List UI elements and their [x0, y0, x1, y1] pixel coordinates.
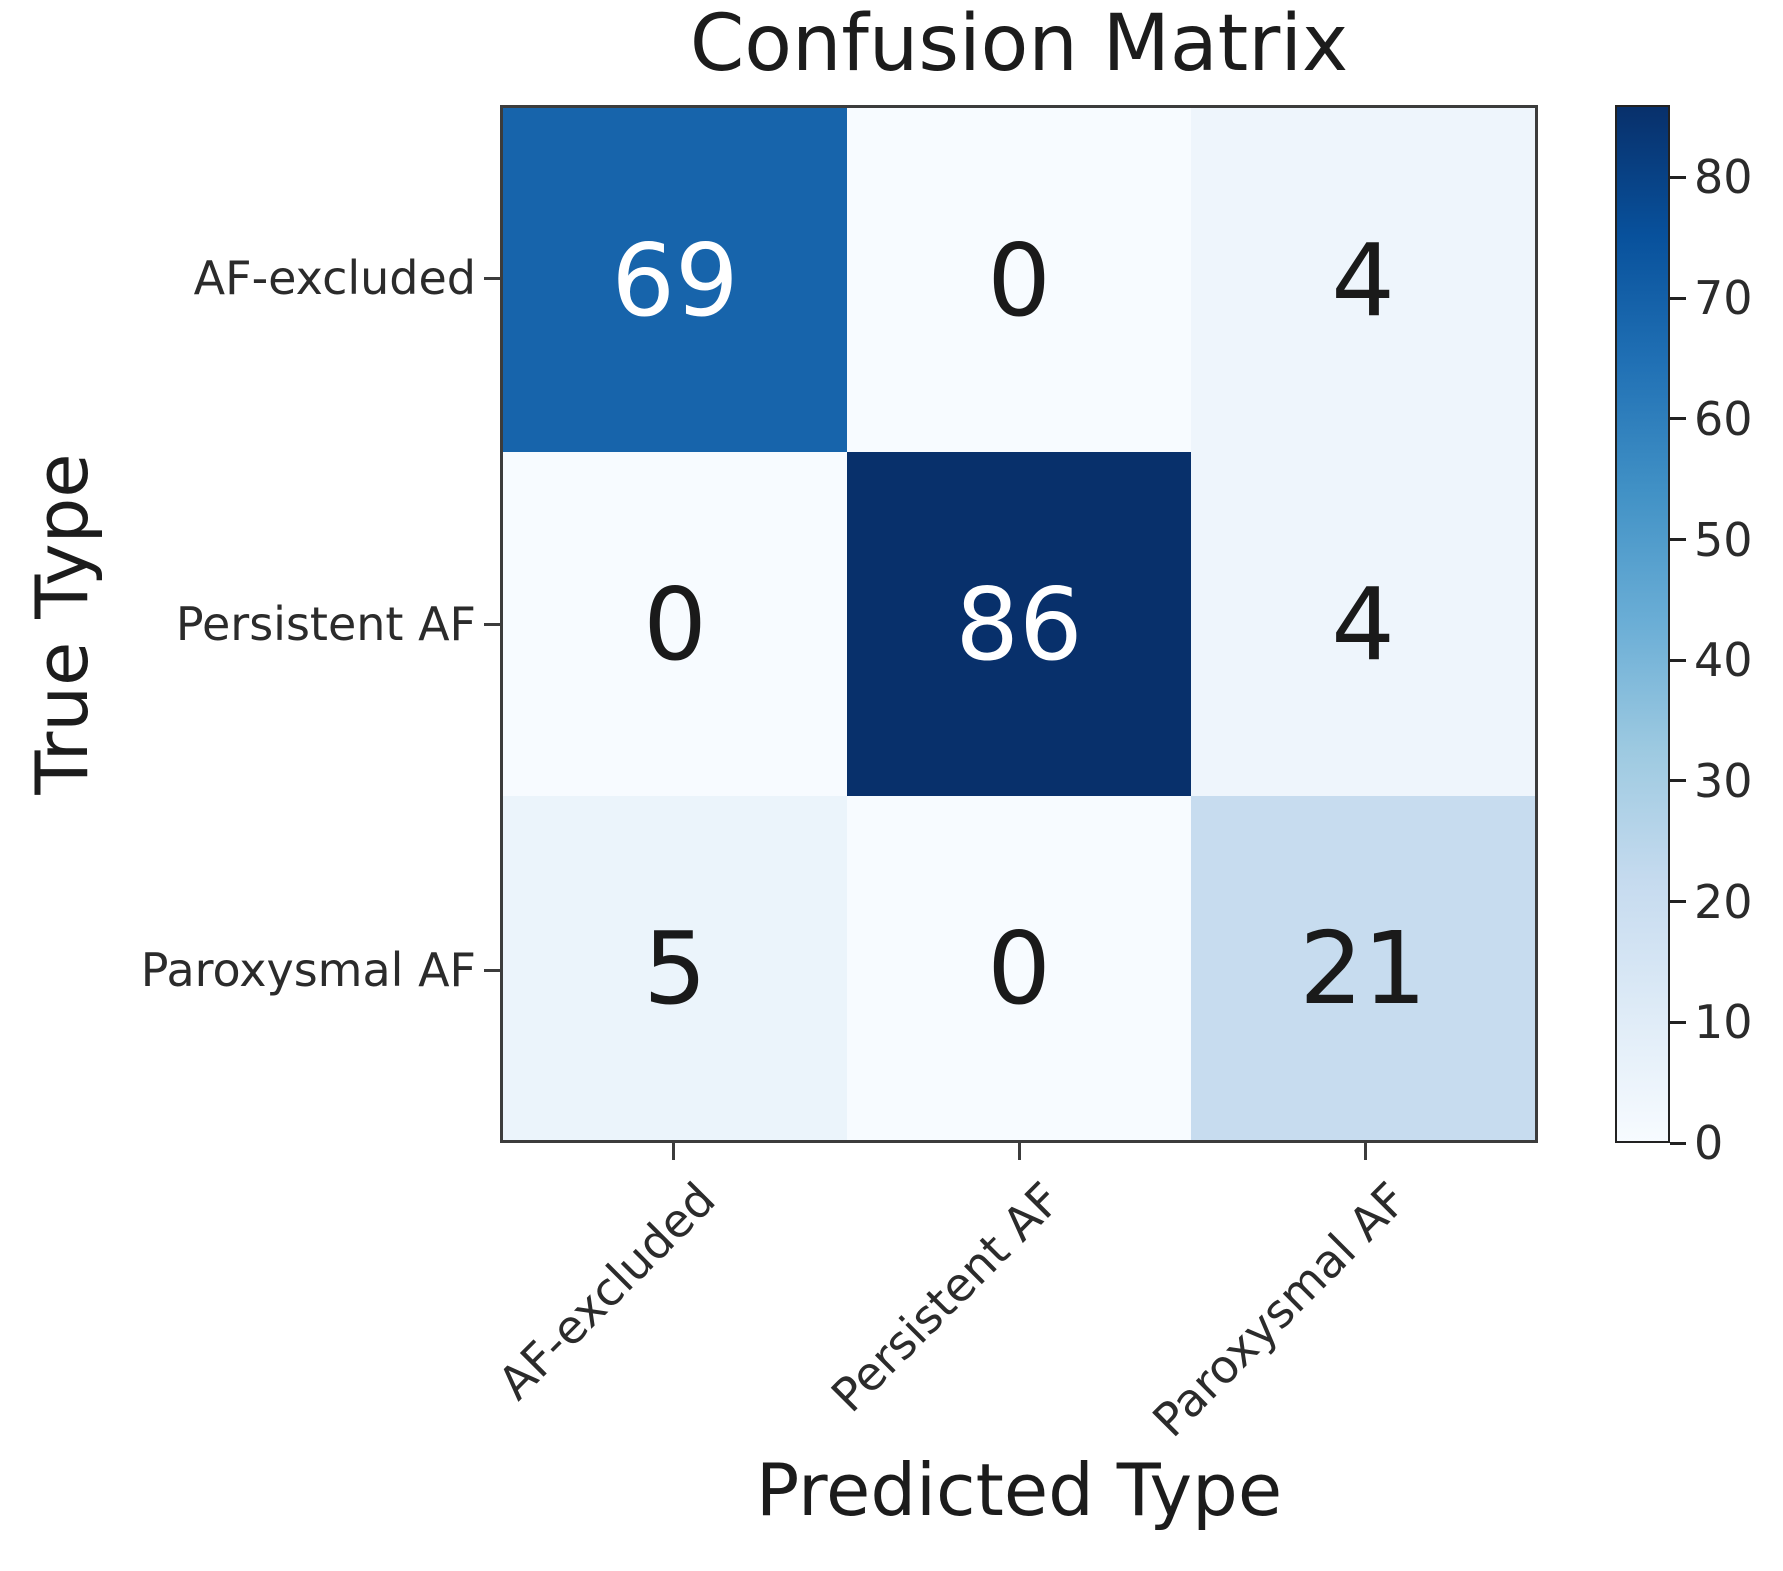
- heatmap-cell-r1c2: 4: [1191, 452, 1535, 796]
- colorbar-tick-mark: [1670, 779, 1686, 783]
- heatmap-cell-r2c0: 5: [503, 796, 847, 1140]
- colorbar-tick-mark: [1670, 1141, 1686, 1145]
- colorbar: [1615, 105, 1670, 1143]
- colorbar-tick-label: 0: [1694, 1116, 1724, 1170]
- y-tick-label: AF-excluded: [193, 251, 476, 305]
- x-tick-label: Paroxysmal AF: [1141, 1172, 1418, 1448]
- x-tick-mark: [1017, 1143, 1021, 1160]
- x-tick-mark: [1363, 1143, 1367, 1160]
- colorbar-tick-mark: [1670, 417, 1686, 421]
- colorbar-tick-mark: [1670, 538, 1686, 541]
- heatmap-cell-r2c2: 21: [1191, 796, 1535, 1140]
- y-tick-mark: [484, 276, 500, 280]
- colorbar-tick-label: 30: [1694, 753, 1753, 808]
- colorbar-tick-label: 20: [1694, 874, 1753, 929]
- heatmap-cell-r1c0: 0: [503, 452, 847, 796]
- y-tick-mark: [484, 622, 500, 626]
- heatmap-cell-r0c0: 69: [503, 108, 847, 452]
- colorbar-tick-label: 70: [1694, 271, 1753, 326]
- colorbar-tick-mark: [1670, 900, 1686, 904]
- colorbar-tick-mark: [1670, 175, 1686, 179]
- colorbar-tick-mark: [1670, 296, 1686, 300]
- heatmap-cell-r0c1: 0: [847, 108, 1191, 452]
- y-tick-label: Persistent AF: [175, 597, 476, 651]
- x-tick-label: AF-excluded: [487, 1172, 726, 1410]
- colorbar-tick-mark: [1670, 658, 1686, 662]
- x-tick-label: Persistent AF: [820, 1172, 1072, 1423]
- x-axis-label: Predicted Type: [755, 1448, 1283, 1532]
- colorbar-tick-label: 50: [1694, 512, 1753, 567]
- x-tick-mark: [671, 1143, 675, 1160]
- y-tick-label: Paroxysmal AF: [140, 943, 476, 997]
- chart-title: Confusion Matrix: [689, 0, 1349, 89]
- y-tick-mark: [484, 968, 500, 972]
- colorbar-tick-label: 40: [1694, 633, 1753, 688]
- colorbar-tick-label: 60: [1694, 391, 1753, 446]
- heatmap-cell-r0c2: 4: [1191, 108, 1535, 452]
- colorbar-tick-label: 80: [1694, 150, 1753, 205]
- heatmap-cell-r1c1: 86: [847, 452, 1191, 796]
- heatmap-cell-r2c1: 0: [847, 796, 1191, 1140]
- colorbar-tick-label: 10: [1694, 995, 1753, 1050]
- heatmap-grid: 69 0 4 0 86 4 5 0 21: [500, 105, 1538, 1143]
- colorbar-tick-mark: [1670, 1020, 1686, 1024]
